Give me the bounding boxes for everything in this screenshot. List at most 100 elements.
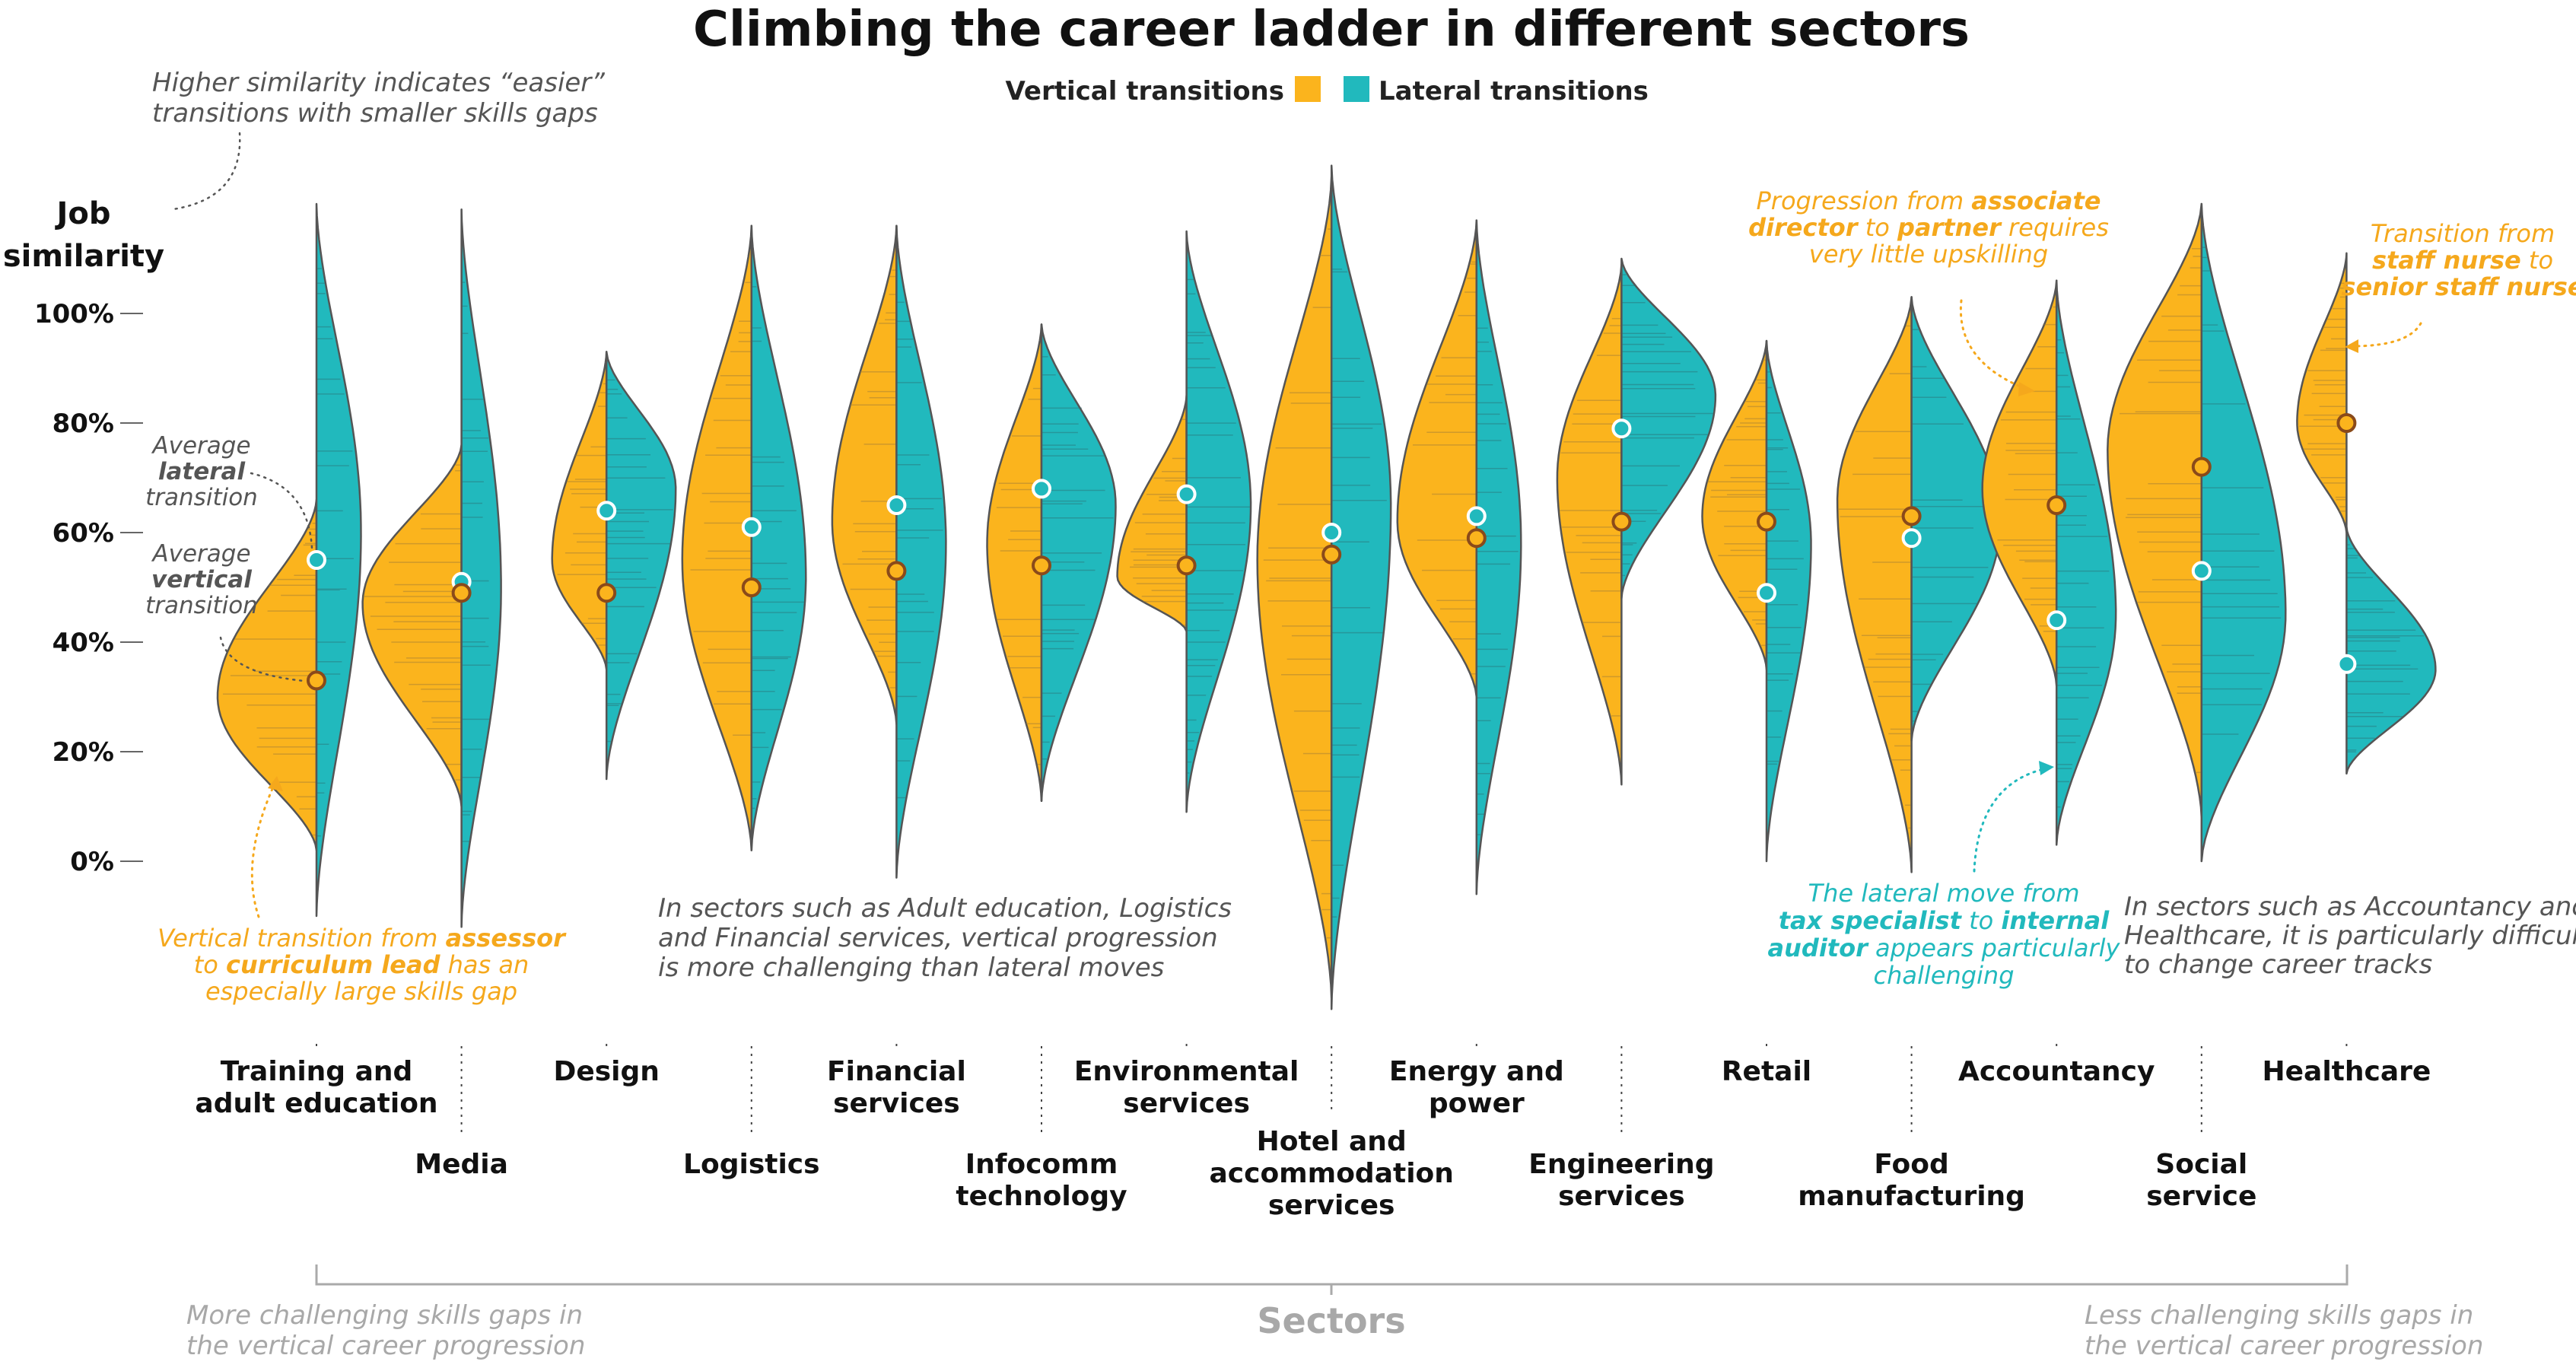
lateral-average-dot <box>2336 654 2357 674</box>
vertical-average-dot <box>2046 495 2067 515</box>
note-tax-specialist-line: The lateral move from <box>1808 879 2080 908</box>
x-category-label: services <box>1558 1181 1685 1212</box>
violin-vertical-half-texture <box>996 387 1042 765</box>
x-left-note-line: More challenging skills gaps in <box>186 1300 583 1331</box>
violin-vertical-half-texture <box>690 282 752 736</box>
note-tax-specialist-arrowhead <box>2039 761 2054 775</box>
violin-vertical-half <box>361 444 463 808</box>
x-category-label: Training and <box>221 1056 413 1087</box>
violin-lateral-half <box>895 224 947 879</box>
violin-vertical-half-texture <box>2299 282 2347 512</box>
violin-vertical-half <box>1396 219 1478 698</box>
violin-lateral-half-texture <box>2201 247 2282 735</box>
x-axis-title: Sectors <box>1257 1300 1405 1341</box>
note-associate-line: Progression from associate <box>1757 186 2101 215</box>
violin-14 <box>2296 252 2437 775</box>
note-right-line: to change career tracks <box>2124 950 2432 980</box>
note-right-line: Healthcare, it is particularly difficult <box>2124 921 2576 951</box>
x-right-note-line: the vertical career progression <box>2085 1331 2483 1361</box>
vertical-average-dot <box>1757 511 1776 532</box>
y-tick-label: 20% <box>52 737 114 768</box>
x-category-label: Retail <box>1722 1056 1811 1087</box>
lateral-average-dot <box>2046 610 2067 631</box>
x-category-label: Social <box>2155 1149 2247 1180</box>
violin-lateral-half <box>750 224 807 851</box>
violin-lateral-half <box>1620 257 1717 600</box>
violin-2 <box>551 351 677 781</box>
violin-lateral-half <box>460 208 502 928</box>
violin-lateral-half-texture <box>1331 269 1387 918</box>
lateral-average-dot <box>1901 528 1922 549</box>
violin-vertical-half-texture <box>1413 261 1477 675</box>
note-assessor-line: to curriculum lead has an <box>194 950 530 979</box>
violin-vertical-half <box>551 351 608 671</box>
lateral-average-dot <box>1466 506 1487 526</box>
violin-vertical-half <box>2107 202 2203 819</box>
x-category-label: Energy and <box>1389 1056 1564 1087</box>
avg-lateral-leader <box>250 472 313 549</box>
note-staff-nurse-arrowhead <box>2345 339 2358 353</box>
x-category-label: power <box>1429 1088 1525 1119</box>
violin-lateral-half-texture <box>1042 356 1114 760</box>
note-staff-nurse-leader <box>2351 322 2422 348</box>
note-assessor-line: especially large skills gap <box>205 977 517 1006</box>
avg-lateral-label-line: Average <box>151 432 250 460</box>
violin-lateral-half-texture <box>1911 329 1995 722</box>
legend-label-vertical: Vertical transitions <box>1005 76 1284 107</box>
violin-9 <box>1556 257 1717 786</box>
x-category-label: manufacturing <box>1798 1181 2025 1212</box>
legend-swatch-vertical <box>1295 76 1321 102</box>
x-category-label: Financial <box>827 1056 966 1087</box>
violin-lateral-half-texture <box>2346 544 2424 752</box>
lateral-average-dot <box>1032 479 1051 499</box>
violin-vertical-half-texture <box>1560 317 1622 717</box>
x-category-label: Design <box>553 1056 659 1087</box>
note-assessor-leader <box>250 781 277 918</box>
note-tax-specialist-leader <box>1973 767 2048 873</box>
violin-vertical-half <box>831 224 898 726</box>
violin-lateral-half <box>315 202 362 918</box>
x-category-label: services <box>833 1088 960 1119</box>
vertical-average-dot <box>1901 506 1922 526</box>
violin-lateral-half <box>2200 202 2287 863</box>
violin-vertical-half <box>1836 296 1913 873</box>
violin-vertical-half-texture <box>222 523 316 836</box>
violin-lateral-half-texture <box>1186 278 1250 774</box>
violin-vertical-half <box>1981 279 2058 687</box>
y-tick-label: 40% <box>52 628 114 658</box>
lateral-average-dot <box>1611 418 1632 439</box>
note-associate-leader <box>1959 299 2029 391</box>
x-category-label: Infocomm <box>965 1149 1118 1180</box>
violin-vertical-half <box>986 323 1043 803</box>
violin-lateral-half-texture <box>461 282 491 842</box>
x-category-label: Logistics <box>683 1149 820 1180</box>
x-category-label: services <box>1268 1190 1395 1221</box>
violin-vertical-half-texture <box>1997 306 2057 632</box>
violin-lateral-half <box>1185 230 1252 813</box>
lateral-average-dot <box>307 550 326 570</box>
violin-5 <box>986 323 1117 803</box>
vertical-average-dot <box>2191 456 2212 477</box>
note-right-line: In sectors such as Accountancy and <box>2124 892 2576 922</box>
violin-lateral-half-texture <box>896 301 943 799</box>
y-axis-title-line: similarity <box>3 239 164 274</box>
x-category-label: technology <box>956 1181 1127 1212</box>
violin-lateral-half-texture <box>606 379 673 743</box>
x-category-label: Hotel and <box>1257 1126 1407 1157</box>
x-category-label: accommodation <box>1209 1158 1453 1189</box>
violin-7 <box>1256 164 1392 1010</box>
violin-1 <box>361 208 502 928</box>
violin-vertical-half-texture <box>364 464 462 781</box>
note-staff-nurse-line: senior staff nurse <box>2341 272 2576 301</box>
note-tax-specialist-line: tax specialist to internal <box>1779 906 2110 935</box>
violin-lateral-half <box>2345 526 2437 775</box>
violin-10 <box>1701 339 1812 863</box>
vertical-average-dot <box>1466 528 1487 549</box>
note-top-left-line: Higher similarity indicates “easier” <box>152 68 605 98</box>
vertical-average-dot <box>596 583 617 603</box>
vertical-average-dot <box>451 583 472 603</box>
x-category-label: Engineering <box>1528 1149 1714 1180</box>
violin-vertical-half-texture <box>1263 228 1332 939</box>
violin-vertical-half <box>2296 252 2348 534</box>
